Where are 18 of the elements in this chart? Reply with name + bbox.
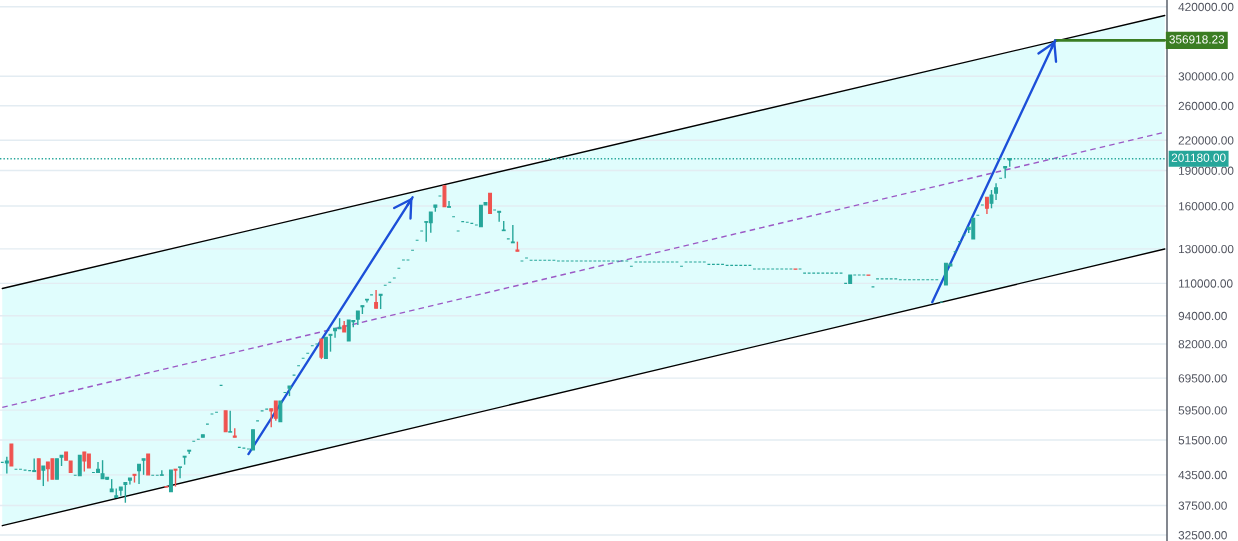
ref-line-label: 201180.00 xyxy=(1171,153,1226,162)
y-tick-label: 160000.00 xyxy=(1179,202,1234,211)
y-tick-label: 300000.00 xyxy=(1178,72,1234,81)
data-label: 356918.23 xyxy=(1169,35,1225,44)
y-tick-label: 51500.00 xyxy=(1178,436,1227,445)
y-tick-label: 37500.00 xyxy=(1178,501,1227,510)
y-tick-label: 260000.00 xyxy=(1178,101,1234,111)
y-tick-label: 94000.00 xyxy=(1178,311,1227,321)
y-tick-label: 190000.00 xyxy=(1179,166,1234,175)
y-tick-label: 110000.00 xyxy=(1179,279,1233,288)
y-tick-label: 43500.00 xyxy=(1178,470,1227,480)
y-tick-label: 130000.00 xyxy=(1179,244,1234,254)
y-tick-label: 69500.00 xyxy=(1178,374,1227,383)
y-tick-label: 220000.00 xyxy=(1178,136,1234,145)
y-tick-label: 32500.00 xyxy=(1178,531,1227,540)
y-tick-label: 420000.00 xyxy=(1178,2,1234,12)
y-tick-label: 59500.00 xyxy=(1178,406,1227,415)
y-tick-label: 82000.00 xyxy=(1178,340,1227,349)
